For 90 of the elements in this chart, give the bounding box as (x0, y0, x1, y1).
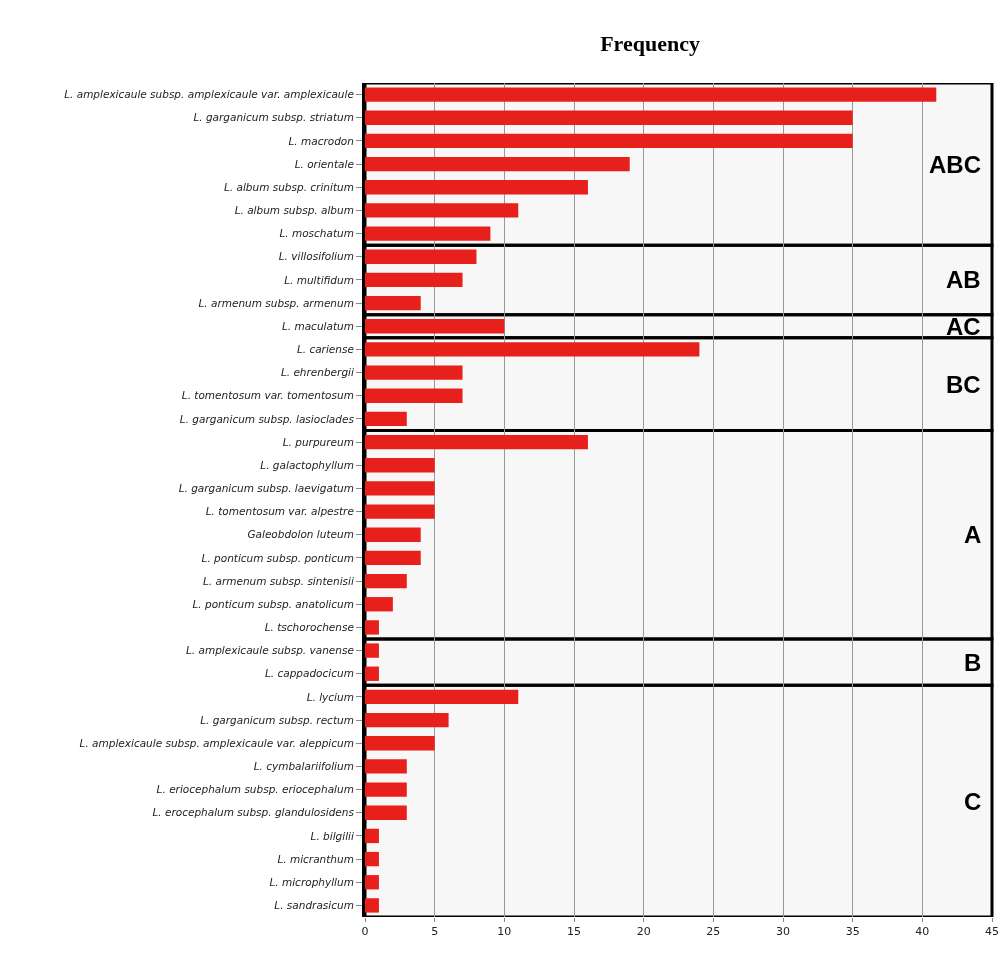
y-tick-label: L. galactophyllum (260, 458, 354, 471)
y-tick-label: L. multifidum (284, 273, 354, 286)
x-tick-label: 15 (567, 925, 581, 939)
bar (365, 550, 421, 566)
y-tick-label: L. macrodon (288, 134, 354, 147)
bar (365, 272, 463, 288)
y-tick-label: L. moschatum (279, 227, 354, 240)
y-tick-label: L. villosifolium (278, 250, 354, 263)
bar (365, 156, 630, 172)
x-tick-label: 45 (985, 925, 999, 939)
bar (365, 342, 700, 357)
y-tick-label: L. tomentosum var. tomentosum (181, 389, 354, 402)
x-tick-label: 40 (915, 925, 930, 939)
band-label: B (964, 649, 982, 676)
y-tick-label: L. garganicum subsp. rectum (200, 713, 354, 726)
y-tick-label: L. tschorochense (264, 621, 354, 634)
y-tick-label: L. tomentosum var. alpestre (205, 505, 354, 518)
y-tick-label: L. bilgilii (310, 829, 354, 842)
y-tick-label: L. erocephalum subsp. glandulosidens (152, 806, 355, 819)
y-tick-label: L. garganicum subsp. lasioclades (179, 412, 355, 425)
y-tick-label: L. garganicum subsp. laevigatum (178, 482, 354, 495)
y-tick-label: L. armenum subsp. armenum (198, 296, 354, 309)
bar (365, 643, 379, 658)
y-tick-label: L. amplexicaule subsp. amplexicaule var. aleppicum (79, 736, 354, 749)
bar (365, 388, 463, 403)
bar (365, 597, 393, 612)
band-label: AC (946, 313, 981, 340)
band-label: BC (946, 371, 981, 398)
y-tick-label: L. cariense (296, 343, 354, 356)
bar (365, 87, 937, 102)
y-tick-label: L. orientale (294, 157, 354, 170)
y-tick-label: L. garganicum subsp. striatum (193, 111, 354, 124)
y-tick-label: L. cymbalariifolium (253, 760, 354, 773)
bar (365, 620, 379, 635)
band-label: C (964, 788, 982, 815)
y-tick-label: Galeobdolon luteum (247, 528, 354, 541)
y-tick-label: L. armenum subsp. sintenisii (202, 574, 354, 587)
band-label: ABC (929, 151, 981, 178)
y-tick-label: L. cappadocicum (264, 667, 354, 680)
bar (365, 133, 853, 149)
bar (365, 110, 853, 125)
bar (365, 527, 421, 542)
y-tick-label: L. ehrenbergii (280, 366, 354, 379)
bar (365, 295, 421, 311)
bar (365, 458, 435, 473)
y-tick-label: L. album subsp. crinitum (223, 180, 354, 193)
x-tick-label: 5 (431, 925, 439, 939)
bar (365, 481, 435, 496)
y-tick-label: L. purpureum (282, 435, 354, 448)
x-tick-label: 30 (776, 925, 790, 939)
y-tick-label: L. amplexicaule subsp. amplexicaule var. amplexicaule (64, 88, 354, 101)
y-tick-label: L. ponticum subsp. anatolicum (192, 597, 354, 610)
y-tick-label: L. microphyllum (269, 875, 354, 888)
y-tick-label: L. album subsp. album (234, 204, 354, 217)
band-label: A (964, 521, 982, 548)
x-tick-label: 0 (361, 925, 369, 939)
x-tick-label: 20 (636, 925, 651, 939)
bar (365, 504, 435, 519)
x-tick-label: 10 (497, 925, 512, 939)
y-tick-label: L. maculatum (281, 319, 354, 332)
y-tick-label: L. eriocephalum subsp. eriocephalum (156, 783, 354, 796)
chart-title: Frequency (600, 30, 700, 56)
bar (365, 828, 379, 844)
bar (365, 805, 407, 820)
y-tick-label: L. sandrasicum (274, 899, 354, 912)
y-tick-label: L. lycium (306, 690, 354, 703)
bar (365, 180, 588, 195)
bar (365, 712, 449, 728)
bar (365, 365, 463, 380)
bar (365, 851, 379, 867)
bar (365, 736, 435, 751)
band-label: AB (946, 266, 981, 293)
x-tick-label: 25 (706, 925, 721, 939)
bar (365, 226, 491, 241)
bar (365, 249, 477, 264)
bar (365, 411, 407, 427)
x-tick-label: 35 (845, 925, 860, 939)
bar (365, 666, 379, 681)
bar (365, 759, 407, 774)
bar (365, 573, 407, 589)
y-tick-label: L. amplexicaule subsp. vanense (186, 644, 354, 657)
bar (365, 782, 407, 797)
bar (365, 875, 379, 890)
bar (365, 203, 519, 218)
bar (365, 689, 519, 705)
bar (365, 434, 588, 450)
bar (365, 319, 505, 334)
bar (365, 898, 379, 913)
y-tick-label: L. micranthum (277, 852, 354, 865)
y-tick-label: L. ponticum subsp. ponticum (201, 551, 354, 564)
